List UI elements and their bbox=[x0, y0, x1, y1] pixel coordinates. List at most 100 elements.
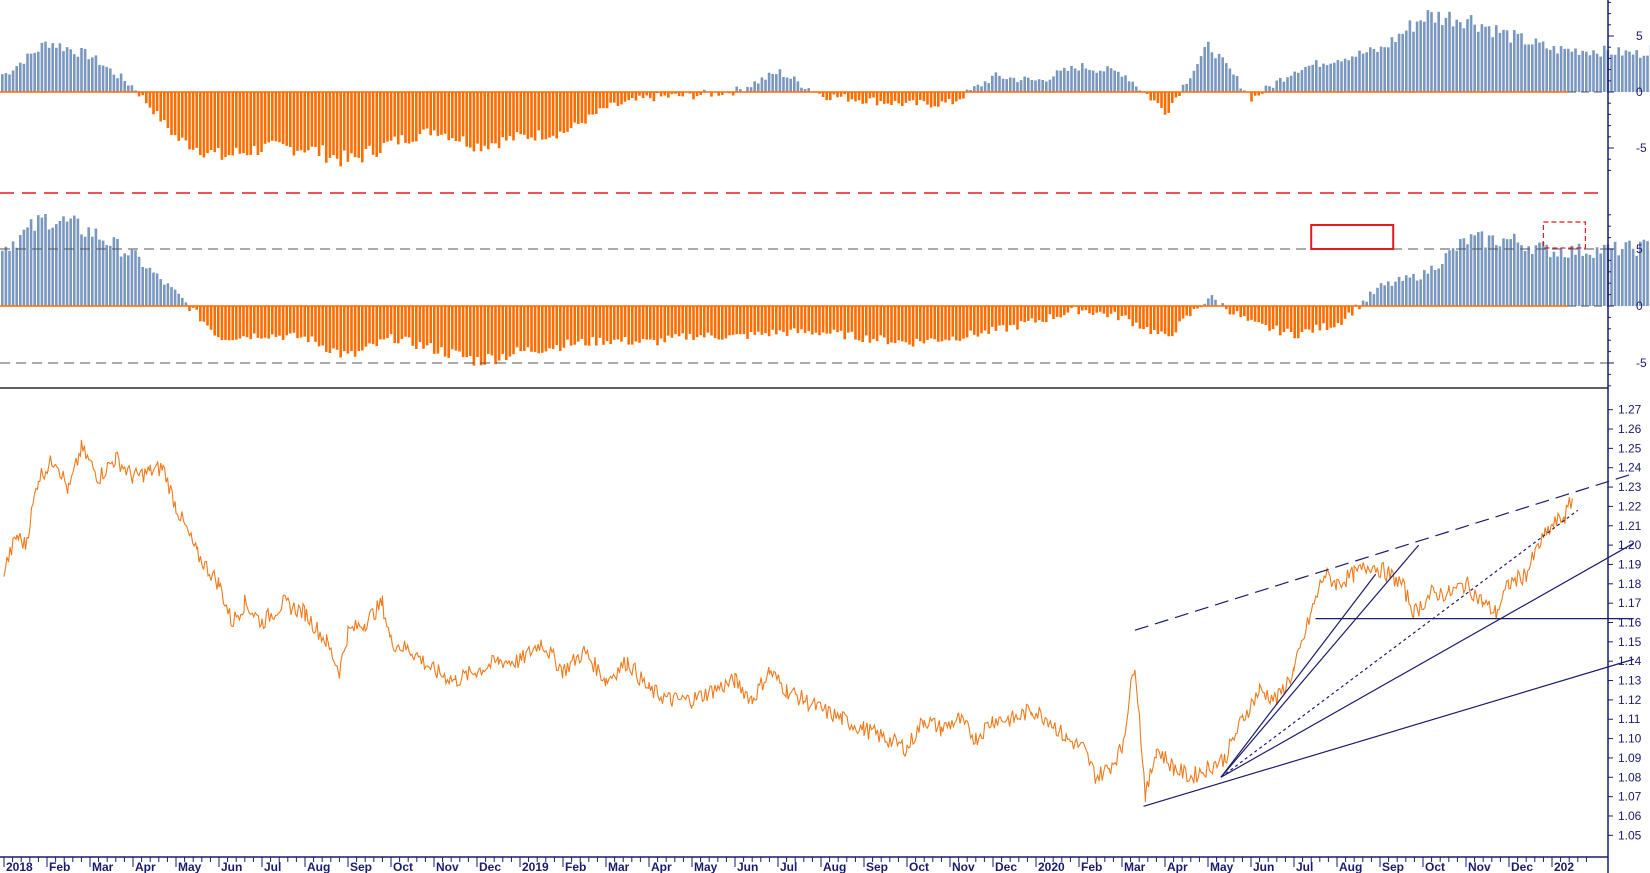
histogram-bar bbox=[1221, 303, 1224, 306]
histogram-bar bbox=[29, 53, 33, 92]
histogram-bar bbox=[425, 306, 429, 346]
histogram-bar bbox=[789, 306, 792, 330]
histogram-bar bbox=[1549, 49, 1552, 92]
histogram-bar bbox=[767, 306, 771, 337]
histogram-bar bbox=[670, 306, 674, 338]
histogram-bar bbox=[1621, 249, 1624, 306]
histogram-bar bbox=[800, 306, 803, 330]
histogram-bar bbox=[1037, 79, 1041, 92]
histogram-bar bbox=[933, 92, 936, 107]
histogram-bar bbox=[188, 306, 191, 312]
x-tick-label: Mar bbox=[92, 860, 114, 873]
histogram-bar bbox=[1343, 58, 1347, 92]
histogram-bar bbox=[501, 306, 504, 354]
histogram-bar bbox=[1225, 63, 1228, 92]
histogram-bar bbox=[1534, 245, 1538, 306]
histogram-bar bbox=[1405, 275, 1408, 306]
histogram-bar bbox=[1379, 283, 1383, 306]
histogram-bar bbox=[429, 306, 432, 344]
histogram-bar bbox=[663, 306, 666, 343]
histogram-bar bbox=[105, 66, 108, 92]
histogram-bar bbox=[148, 92, 152, 108]
y-tick-label: 5 bbox=[1636, 242, 1643, 256]
x-tick-label: May bbox=[694, 860, 718, 873]
histogram-bar bbox=[292, 92, 296, 156]
histogram-bar bbox=[1131, 81, 1134, 92]
histogram-bar bbox=[566, 92, 569, 132]
histogram-bar bbox=[1048, 79, 1052, 92]
histogram-bar bbox=[602, 92, 605, 109]
histogram-bar bbox=[1466, 244, 1469, 306]
histogram-bar bbox=[501, 92, 504, 138]
histogram-bar bbox=[825, 92, 828, 101]
histogram-bar bbox=[1484, 247, 1487, 306]
histogram-bar bbox=[620, 92, 623, 105]
histogram-bar bbox=[76, 218, 80, 306]
histogram-bar bbox=[685, 306, 688, 340]
histogram-bar bbox=[1448, 11, 1451, 92]
histogram-bar bbox=[976, 306, 980, 337]
histogram-bar bbox=[137, 256, 141, 306]
histogram-bar bbox=[1210, 52, 1214, 92]
histogram-bar bbox=[271, 306, 274, 335]
x-tick-label: May bbox=[1210, 860, 1234, 873]
histogram-bar bbox=[83, 236, 87, 306]
histogram-bar bbox=[487, 306, 490, 354]
histogram-bar bbox=[1131, 306, 1134, 327]
y-tick-label: 5 bbox=[1636, 29, 1643, 43]
histogram-bar bbox=[1091, 306, 1095, 315]
histogram-bar bbox=[1289, 75, 1293, 92]
y-tick-label: 1.05 bbox=[1618, 828, 1642, 842]
histogram-bar bbox=[1577, 54, 1581, 92]
x-tick-label: Dec bbox=[995, 860, 1017, 873]
y-tick-label: 1.17 bbox=[1618, 596, 1642, 610]
histogram-bar bbox=[253, 92, 256, 146]
histogram-bar bbox=[652, 92, 656, 102]
histogram-bar bbox=[400, 92, 404, 136]
histogram-bar bbox=[677, 92, 681, 97]
histogram-bar bbox=[1214, 299, 1217, 306]
histogram-bar bbox=[1311, 64, 1314, 92]
histogram-bar bbox=[814, 306, 818, 333]
histogram-bar bbox=[1138, 90, 1142, 92]
histogram-bar bbox=[1102, 71, 1106, 92]
histogram-bar bbox=[1171, 92, 1174, 103]
histogram-bar bbox=[1477, 232, 1480, 306]
histogram-bar bbox=[1135, 306, 1138, 323]
histogram-bar bbox=[1599, 253, 1602, 306]
histogram-bar bbox=[1225, 306, 1228, 310]
histogram-bar bbox=[580, 306, 584, 339]
histogram-bar bbox=[638, 92, 641, 96]
histogram-bar bbox=[825, 306, 828, 334]
histogram-bar bbox=[980, 86, 983, 92]
histogram-bar bbox=[1433, 22, 1437, 93]
histogram-bar bbox=[1340, 306, 1343, 325]
histogram-bar bbox=[483, 306, 486, 365]
histogram-bar bbox=[1019, 306, 1023, 322]
histogram-bar bbox=[998, 75, 1001, 92]
histogram-bar bbox=[127, 255, 130, 306]
histogram-bar bbox=[224, 92, 227, 157]
histogram-bar bbox=[1567, 257, 1570, 306]
histogram-bar bbox=[249, 92, 252, 155]
histogram-bar bbox=[839, 92, 843, 97]
histogram-bar bbox=[231, 306, 234, 341]
histogram-bar bbox=[1487, 26, 1491, 92]
histogram-bar bbox=[829, 306, 832, 334]
histogram-bar bbox=[1117, 306, 1120, 321]
histogram-bar bbox=[335, 92, 339, 159]
histogram-bar bbox=[710, 306, 713, 336]
histogram-bar bbox=[670, 92, 674, 95]
histogram-bar bbox=[1574, 254, 1577, 306]
histogram-bar bbox=[1030, 306, 1034, 319]
histogram-bar bbox=[1153, 306, 1156, 330]
histogram-bar bbox=[796, 306, 800, 334]
histogram-bar bbox=[861, 92, 864, 104]
histogram-bar bbox=[271, 92, 274, 141]
histogram-bar bbox=[436, 92, 440, 136]
histogram-bar bbox=[353, 306, 357, 357]
histogram-bar bbox=[1318, 66, 1322, 92]
histogram-bar bbox=[793, 306, 796, 329]
histogram-bar bbox=[177, 293, 180, 306]
histogram-bar bbox=[508, 306, 512, 357]
